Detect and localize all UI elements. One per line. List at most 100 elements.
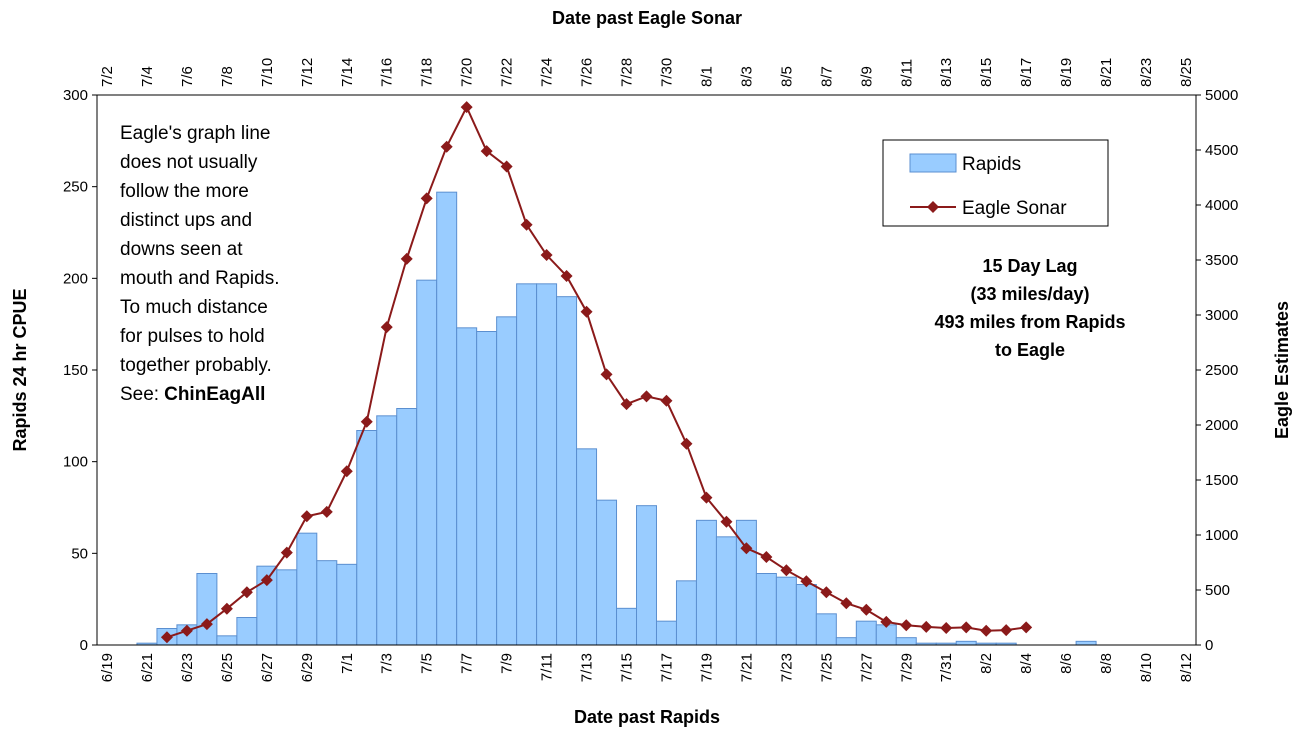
x-tick-label: 8/10	[1138, 653, 1155, 682]
x-tick-label: 7/5	[419, 653, 436, 674]
x-tick-label: 8/2	[978, 653, 995, 674]
bar	[835, 637, 857, 646]
lag-text: (33 miles/day)	[970, 284, 1089, 304]
x2-tick-label: 8/5	[778, 66, 795, 87]
marker	[1000, 624, 1013, 637]
bar	[616, 607, 638, 646]
y-tick-label: 100	[63, 454, 88, 471]
x2-tick-label: 7/28	[619, 58, 636, 87]
x-tick-label: 6/19	[99, 653, 116, 682]
y2-tick-label: 1500	[1205, 472, 1238, 489]
bar	[476, 331, 498, 646]
y-tick-label: 250	[63, 179, 88, 196]
note-link: ChinEagAll	[164, 384, 265, 405]
note-see: See: ChinEagAll	[120, 384, 265, 405]
x2-tick-label: 8/23	[1138, 58, 1155, 87]
lag-text: to Eagle	[995, 340, 1065, 360]
plot-frame	[96, 94, 1197, 646]
lag-text: 15 Day Lag	[982, 256, 1077, 276]
marker	[240, 586, 253, 599]
note-line: distinct ups and	[120, 210, 252, 231]
x2-tick-label: 8/11	[898, 59, 915, 87]
bar	[196, 573, 218, 646]
marker	[280, 546, 293, 559]
x-tick-label: 7/23	[778, 653, 795, 682]
x-tick-label: 6/23	[179, 653, 196, 682]
marker	[680, 437, 693, 450]
x-tick-label: 7/29	[898, 653, 915, 682]
marker	[880, 615, 893, 628]
x2-tick-label: 8/3	[738, 66, 755, 87]
x2-tick-label: 7/12	[299, 58, 316, 87]
marker	[740, 542, 753, 555]
x-tick-label: 7/21	[738, 653, 755, 682]
marker	[780, 564, 793, 577]
marker	[700, 491, 713, 504]
note-see-label: See:	[120, 384, 159, 405]
y2-tick-label: 1000	[1205, 527, 1238, 544]
x2-tick-label: 8/15	[978, 58, 995, 87]
bar	[715, 536, 737, 646]
marker	[600, 368, 613, 381]
marker	[540, 249, 553, 262]
x-tick-label: 7/25	[818, 653, 835, 682]
legend-box	[882, 139, 1109, 227]
bar	[795, 584, 817, 646]
bar	[496, 316, 518, 646]
bar	[596, 499, 618, 646]
y-axis-title: Rapids 24 hr CPUE	[10, 288, 30, 451]
marker	[440, 140, 453, 153]
x-tick-label: 7/1	[339, 653, 356, 674]
y2-tick-label: 3500	[1205, 252, 1238, 269]
marker	[800, 575, 813, 588]
lag-text: 493 miles from Rapids	[934, 312, 1125, 332]
marker	[640, 390, 653, 403]
x-tick-label: 6/29	[299, 653, 316, 682]
marker	[300, 510, 313, 523]
x-tick-label: 8/6	[1058, 653, 1075, 674]
x2-tick-label: 8/25	[1178, 58, 1195, 87]
x2-tick-label: 7/24	[539, 58, 556, 87]
bar	[855, 620, 877, 646]
bar	[336, 563, 358, 646]
x2-tick-label: 7/16	[379, 58, 396, 87]
y2-tick-label: 2500	[1205, 362, 1238, 379]
bar	[1075, 640, 1097, 646]
x-tick-label: 8/12	[1178, 653, 1195, 682]
bar	[436, 191, 458, 646]
x2-tick-label: 7/22	[499, 58, 516, 87]
marker	[220, 602, 233, 615]
marker	[500, 160, 513, 173]
y-tick-label: 300	[63, 87, 88, 104]
y2-axis-title: Eagle Estimates	[1272, 301, 1292, 439]
note-line: To much distance	[120, 297, 268, 318]
x2-tick-label: 8/7	[818, 66, 835, 87]
marker	[860, 603, 873, 616]
x-tick-label: 7/31	[938, 653, 955, 682]
x-tick-label: 6/21	[139, 653, 156, 682]
bar	[296, 532, 318, 646]
marker	[200, 618, 213, 631]
bar	[636, 505, 657, 646]
bar	[276, 569, 298, 646]
bar	[576, 448, 598, 646]
y-tick-label: 150	[63, 362, 88, 379]
x2-tick-label: 8/13	[938, 58, 955, 87]
y2-tick-label: 3000	[1205, 307, 1238, 324]
bar	[216, 635, 238, 646]
x-tick-label: 7/17	[658, 653, 675, 682]
legend-swatch	[909, 153, 957, 173]
x-tick-label: 7/19	[698, 653, 715, 682]
bar	[775, 576, 797, 646]
y2-tick-label: 4500	[1205, 142, 1238, 159]
note-line: together probably.	[120, 355, 272, 376]
x2-tick-label: 7/26	[579, 58, 596, 87]
x-tick-label: 6/27	[259, 653, 276, 682]
bar	[376, 415, 398, 646]
x2-tick-label: 7/6	[179, 66, 196, 87]
y-tick-label: 200	[63, 270, 88, 287]
bar	[895, 637, 917, 646]
bar	[675, 580, 697, 646]
bar	[755, 573, 777, 646]
